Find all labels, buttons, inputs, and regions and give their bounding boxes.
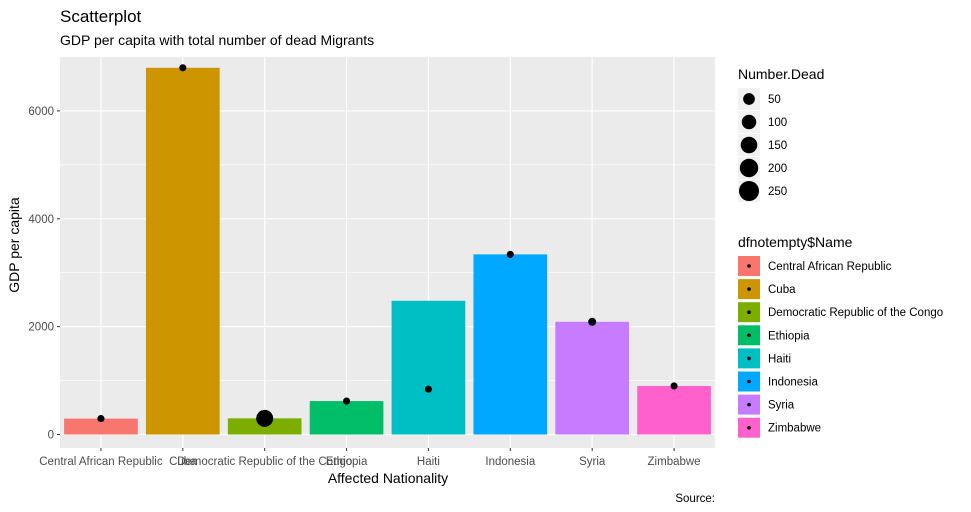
fill-legend-point xyxy=(747,264,751,268)
bar-zimbabwe xyxy=(637,385,711,435)
x-axis-title: Affected Nationality xyxy=(328,470,448,486)
fill-legend-label: Haiti xyxy=(768,353,791,365)
fill-legend-label: Syria xyxy=(768,400,795,412)
fill-legend-title: dfnotempty$Name xyxy=(738,234,853,250)
point-indonesia xyxy=(506,250,514,258)
x-tick-label: Central African Republic xyxy=(39,456,163,468)
fill-legend-point xyxy=(747,425,751,430)
size-legend-key xyxy=(743,93,755,105)
point-syria xyxy=(588,317,597,326)
y-tick-label: 4000 xyxy=(28,214,54,226)
fill-legend: dfnotempty$Name Central African Republic… xyxy=(738,234,943,438)
x-tick-label: Cuba xyxy=(169,456,197,468)
fill-legend-label: Democratic Republic of the Congo xyxy=(768,307,943,319)
bar-indonesia xyxy=(473,254,548,435)
size-legend-key xyxy=(739,181,759,201)
bar-syria xyxy=(555,321,630,435)
x-tick-label: Democratic Republic of the Congo xyxy=(177,456,352,468)
plot-area: 0 2000 4000 6000 Central African Republic Cub… xyxy=(28,57,715,468)
size-legend-label: 250 xyxy=(768,186,787,198)
x-tick-label: Syria xyxy=(579,456,606,468)
fill-legend-label: Ethiopia xyxy=(768,330,810,342)
fill-legend-point xyxy=(747,379,751,384)
fill-legend-label: Central African Republic xyxy=(768,261,892,273)
point-central-african-republic xyxy=(97,415,105,423)
point-haiti xyxy=(424,385,432,393)
size-legend-key xyxy=(741,114,757,130)
point-cuba xyxy=(179,64,187,72)
size-legend-label: 200 xyxy=(768,163,787,175)
point-zimbabwe xyxy=(670,382,678,390)
fill-legend-label: Zimbabwe xyxy=(768,423,821,435)
bar-cuba xyxy=(145,67,220,435)
fill-legend-point xyxy=(747,287,751,291)
chart-title: Scatterplot xyxy=(60,7,142,26)
size-legend: Number.Dead 50 100 150 200 250 xyxy=(738,66,824,202)
fill-legend-point xyxy=(747,310,751,315)
x-tick-label: Ethiopia xyxy=(326,456,368,468)
fill-legend-point xyxy=(747,356,751,361)
caption: Source: xyxy=(675,493,715,505)
bar-haiti xyxy=(391,300,466,435)
fill-legend-point xyxy=(747,333,751,338)
fill-legend-label: Indonesia xyxy=(768,377,818,389)
size-legend-key xyxy=(740,136,758,154)
y-tick-label: 2000 xyxy=(28,322,54,334)
y-axis-title: GDP per capita xyxy=(6,197,22,293)
size-legend-label: 150 xyxy=(768,140,787,152)
x-tick-label: Haiti xyxy=(417,456,440,468)
bar-ethiopia xyxy=(309,401,384,435)
x-tick-label: Indonesia xyxy=(485,456,535,468)
bar-central-african-republic xyxy=(64,418,138,435)
y-tick-label: 6000 xyxy=(28,106,54,118)
y-tick-label: 0 xyxy=(48,430,54,442)
chart-subtitle: GDP per capita with total number of dead… xyxy=(60,32,374,48)
x-tick-label: Zimbabwe xyxy=(648,456,701,468)
size-legend-label: 100 xyxy=(768,117,787,129)
size-legend-key xyxy=(739,158,759,178)
size-legend-label: 50 xyxy=(768,94,781,106)
point-ethiopia xyxy=(343,397,351,405)
fill-legend-point xyxy=(747,402,751,407)
size-legend-title: Number.Dead xyxy=(738,66,824,82)
point-democratic-republic-of-the-congo xyxy=(256,409,274,427)
fill-legend-label: Cuba xyxy=(768,284,796,296)
